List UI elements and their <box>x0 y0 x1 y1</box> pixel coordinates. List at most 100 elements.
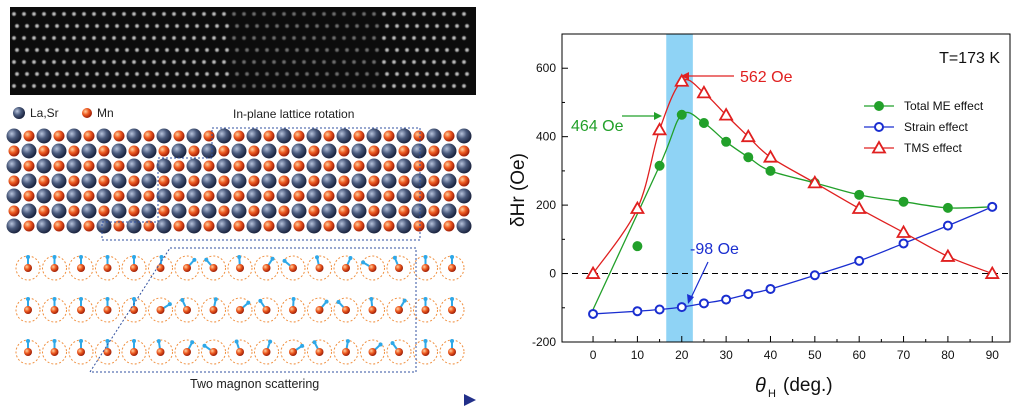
la-sr-atom <box>96 158 112 174</box>
la-sr-atom <box>96 188 112 204</box>
tem-atom-dot <box>13 22 21 30</box>
tem-atom-dot <box>170 58 178 66</box>
series-total-me-effect <box>592 109 993 310</box>
tem-atom-dot <box>350 82 358 90</box>
spin-arrow-tip <box>392 255 397 260</box>
series-strain-effect <box>588 201 998 319</box>
tem-atom-dot <box>100 58 108 66</box>
mn-spin-atom <box>448 264 456 272</box>
tem-atom-dot <box>163 22 171 30</box>
la-sr-atom <box>396 218 412 234</box>
mn-atom <box>368 205 380 217</box>
la-sr-atom <box>441 203 457 219</box>
tem-atom-dot <box>180 10 188 18</box>
tem-atom-dot <box>103 46 111 54</box>
la-sr-atom <box>321 143 337 159</box>
tem-atom-dot <box>333 70 341 78</box>
tem-atom-dot <box>280 10 288 18</box>
spin-arrow-tip <box>26 339 30 343</box>
mn-spin-atom <box>395 348 403 356</box>
tem-atom-dot <box>293 46 301 54</box>
la-sr-atom <box>381 143 397 159</box>
tem-atom-dot <box>333 22 341 30</box>
tem-atom-dot <box>30 10 38 18</box>
la-sr-atom <box>21 203 37 219</box>
tem-atom-dot <box>210 82 218 90</box>
precession-circle <box>201 339 226 365</box>
la-sr-atom <box>156 188 172 204</box>
la-sr-atom <box>381 203 397 219</box>
mn-spin-atom <box>342 348 350 356</box>
tem-atom-dot <box>350 34 358 42</box>
mn-atom <box>263 220 275 232</box>
tem-atom-dot <box>80 34 88 42</box>
tem-atom-dot <box>133 46 141 54</box>
tem-atom-dot <box>300 34 308 42</box>
tem-atom-dot <box>100 82 108 90</box>
tem-atom-dot <box>113 70 121 78</box>
tem-atom-dot <box>193 22 201 30</box>
mn-spin-atom <box>368 264 377 272</box>
mn-atom <box>428 145 440 157</box>
gradient-arrow-head <box>464 394 476 406</box>
spin-arrow-tip <box>315 255 320 260</box>
tem-atom-dot <box>463 22 471 30</box>
mn-atom <box>23 220 35 232</box>
mn-spin-atom <box>130 264 138 272</box>
tem-atom-dot <box>320 58 328 66</box>
la-sr-atom <box>456 128 472 144</box>
mn-atom <box>368 175 380 187</box>
precession-circle <box>280 255 306 281</box>
tem-atom-dot <box>260 58 268 66</box>
la-sr-atom <box>141 143 157 159</box>
mn-atom <box>98 205 110 217</box>
tem-atom-dot <box>300 10 308 18</box>
tem-atom-dot <box>183 70 191 78</box>
tem-atom-dot <box>420 10 428 18</box>
tem-atom-dot <box>273 22 281 30</box>
tem-atom-dot <box>150 10 158 18</box>
tem-atom-dot <box>353 70 361 78</box>
spin-arrow-tip <box>258 298 263 303</box>
la-sr-atom <box>186 128 202 144</box>
tem-atom-dot <box>230 58 238 66</box>
mn-atom <box>203 220 215 232</box>
mn-atom <box>233 190 245 202</box>
legend-entry-strain-effect: Strain effect <box>904 120 968 134</box>
tem-atom-dot <box>220 34 228 42</box>
tem-atom-dot <box>173 46 181 54</box>
tem-atom-dot <box>70 58 78 66</box>
tem-atom-dot <box>120 58 128 66</box>
mn-atom <box>128 205 140 217</box>
legend-marker <box>874 122 884 132</box>
la-sr-atom <box>36 158 52 174</box>
tem-atom-dot <box>290 10 298 18</box>
tem-atom-dot <box>220 10 228 18</box>
tem-atom-dot <box>170 34 178 42</box>
tem-atom-dot <box>290 82 298 90</box>
mn-atom <box>278 205 290 217</box>
mn-atom <box>308 205 320 217</box>
x-tick-label: 80 <box>941 348 955 362</box>
tem-atom-dot <box>253 70 261 78</box>
tem-atom-dot <box>183 22 191 30</box>
mn-atom <box>428 205 440 217</box>
precession-circle <box>148 297 173 323</box>
data-point <box>674 73 690 87</box>
tem-atom-dot <box>353 22 361 30</box>
spin-arrow-tip <box>105 297 110 301</box>
mn-atom <box>308 175 320 187</box>
tem-atom-dot <box>370 82 378 90</box>
tem-atom-dot <box>100 34 108 42</box>
tem-atom-dot <box>443 46 451 54</box>
tem-atom-dot <box>160 58 168 66</box>
mn-atom <box>398 205 410 217</box>
tem-atom-dot <box>20 34 28 42</box>
mn-atom <box>413 190 425 202</box>
x-axis-label-subscript: H <box>768 388 776 400</box>
tem-atom-dot <box>233 70 241 78</box>
precession-circle <box>254 255 279 281</box>
spin-arrow-tip <box>52 255 57 259</box>
tem-atom-dot <box>153 70 161 78</box>
tem-atom-dot <box>233 22 241 30</box>
